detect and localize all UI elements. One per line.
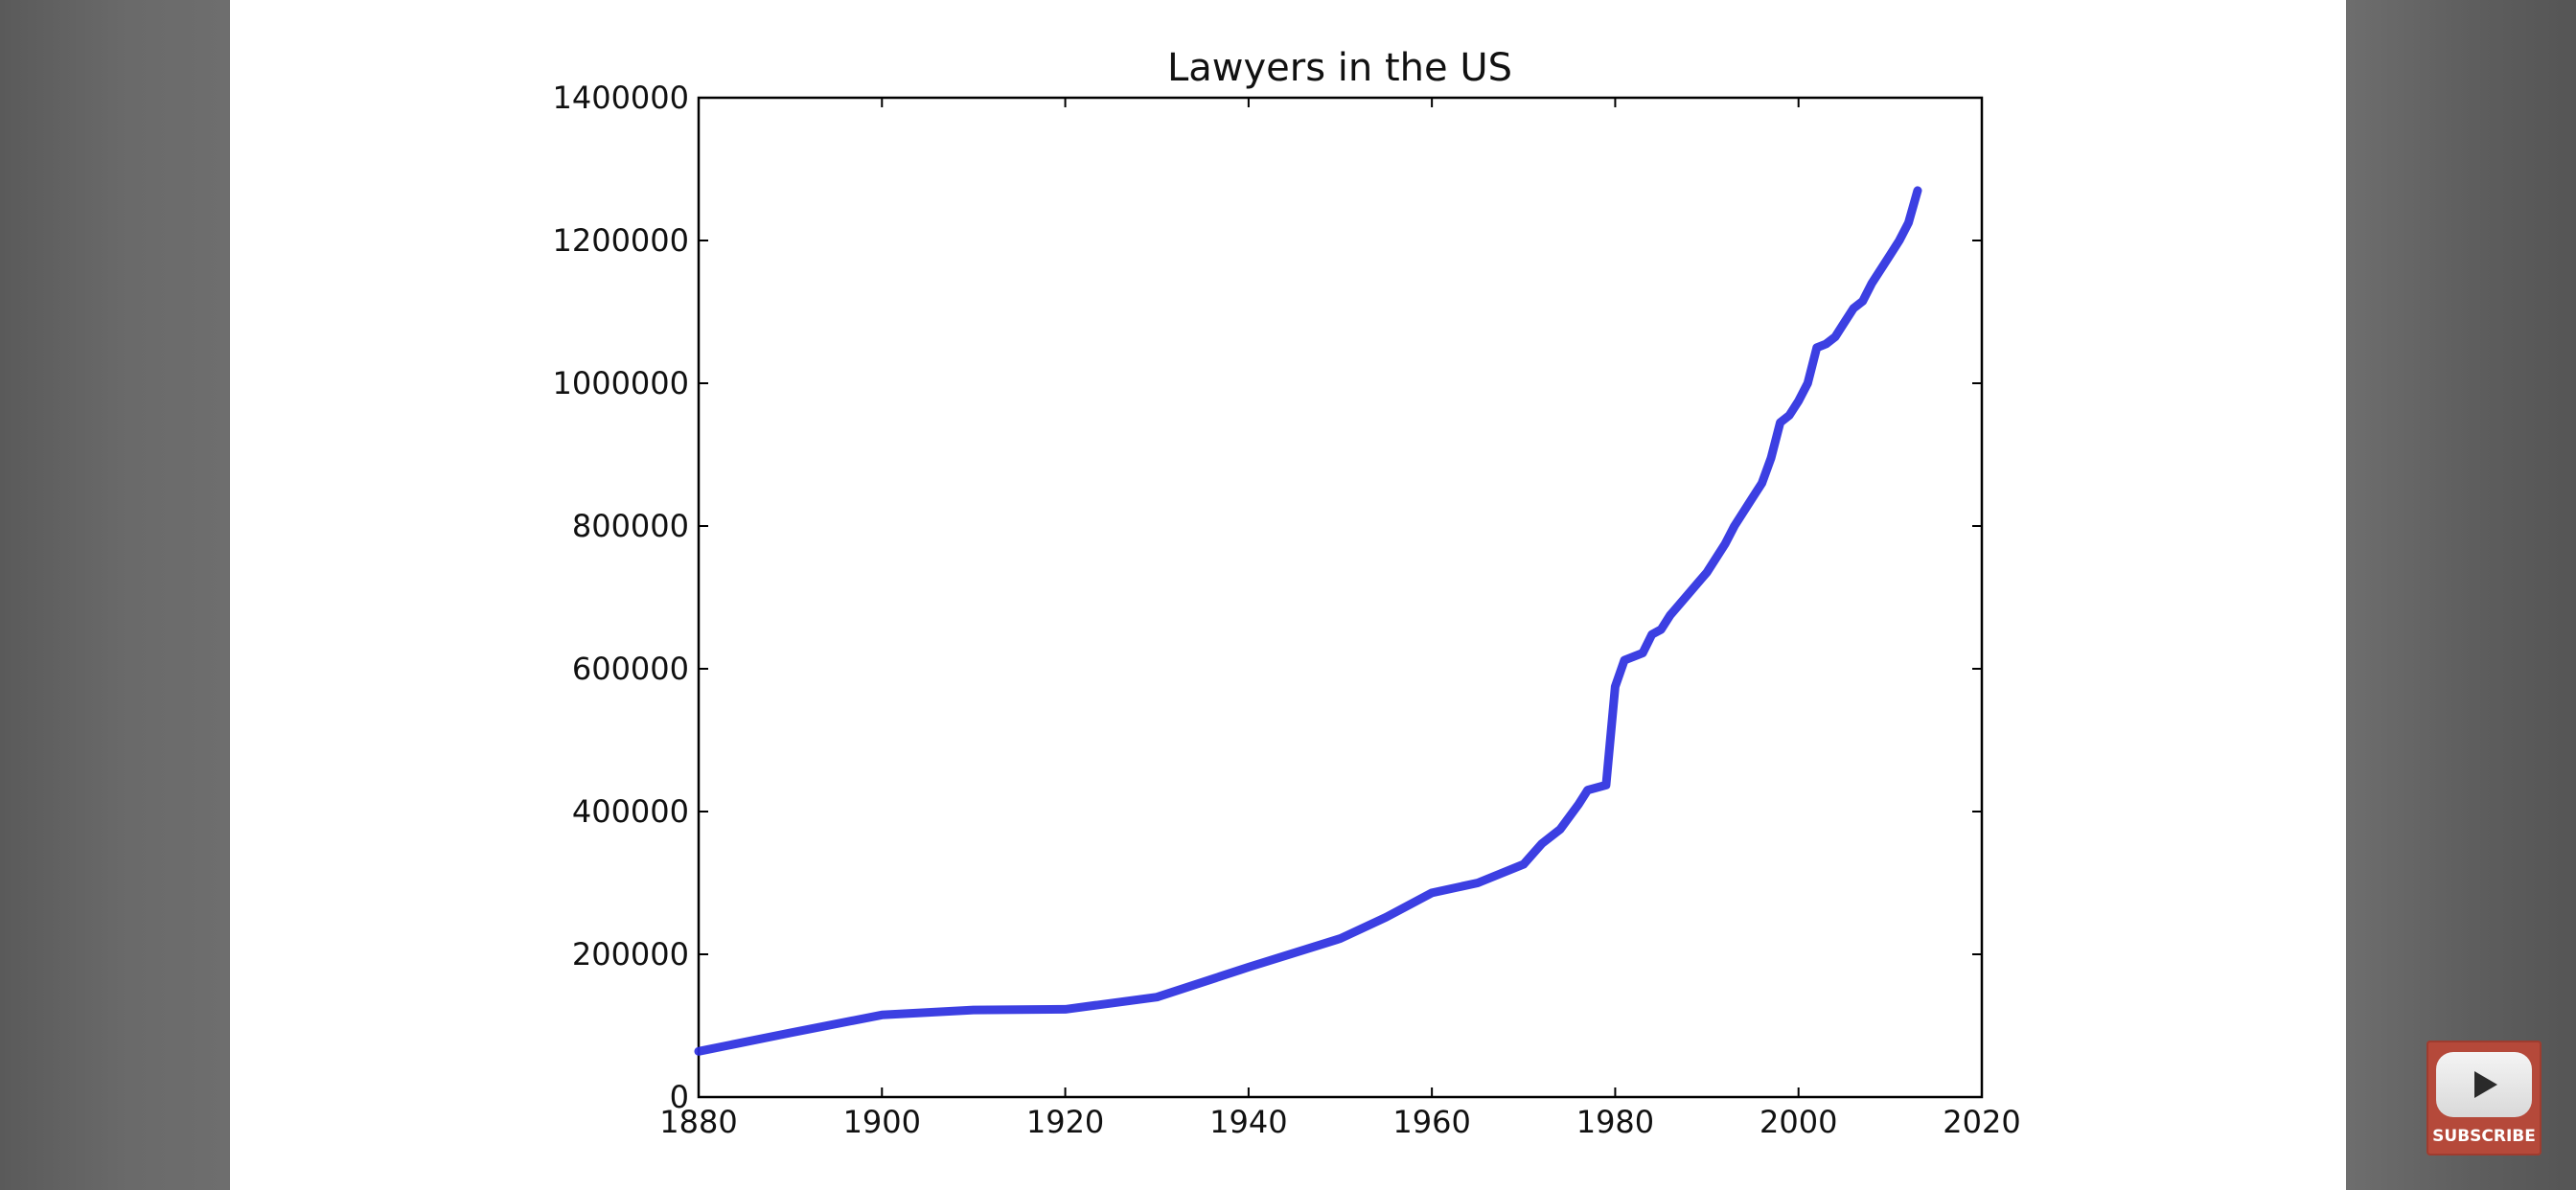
axis-ticks: 1880 1900 1920 1940 1960 1980 2000 2020 0 200000 4… — [552, 80, 2020, 1140]
series-layer — [694, 186, 1922, 1056]
line-chart: Lawyers in the US 1880 1900 1920 1940 1960 19… — [552, 46, 2020, 1140]
plot-frame — [697, 96, 1984, 1099]
x-tick-label: 2020 — [1943, 1104, 2020, 1140]
y-tick-label: 1400000 — [552, 80, 689, 116]
chart-title: Lawyers in the US — [1167, 46, 1512, 90]
x-tick-label: 2000 — [1760, 1104, 1837, 1140]
x-tick-label: 1940 — [1209, 1104, 1287, 1140]
slide: Lawyers in the US 1880 1900 1920 1940 1960 19… — [230, 0, 2346, 1190]
y-tick-label: 0 — [670, 1079, 689, 1115]
y-tick-label: 800000 — [572, 508, 689, 544]
y-tick-label: 400000 — [572, 793, 689, 830]
y-tick-label: 600000 — [572, 651, 689, 687]
y-tick-label: 1200000 — [552, 222, 689, 259]
series-line — [694, 186, 1922, 1056]
y-tick-label: 1000000 — [552, 365, 689, 401]
y-tick-label: 200000 — [572, 936, 689, 973]
x-tick-label: 1880 — [659, 1104, 737, 1140]
x-tick-label: 1900 — [843, 1104, 921, 1140]
subscribe-label: SUBSCRIBE — [2432, 1127, 2536, 1146]
subscribe-button[interactable]: SUBSCRIBE — [2426, 1041, 2542, 1156]
x-tick-label: 1920 — [1026, 1104, 1104, 1140]
x-tick-label: 1960 — [1392, 1104, 1470, 1140]
play-icon — [2436, 1052, 2532, 1117]
x-tick-label: 1980 — [1576, 1104, 1654, 1140]
